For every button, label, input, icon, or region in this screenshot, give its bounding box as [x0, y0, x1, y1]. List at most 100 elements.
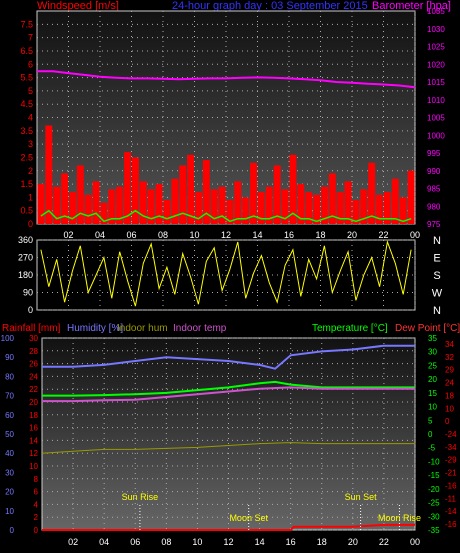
baro-tick-label: 1005: [427, 114, 445, 123]
dew-tick-label: -11: [445, 494, 457, 503]
dew-tick-label: -29: [445, 456, 457, 465]
dew-tick-label: 24: [445, 379, 454, 388]
wind-bar: [265, 186, 273, 224]
compass-letter: N: [433, 305, 441, 317]
temp-x-tick: 04: [99, 537, 109, 547]
wind-bar: [297, 184, 305, 224]
wind-bar: [242, 197, 250, 224]
rain-tick-label: 16: [29, 424, 38, 433]
dew-tick-label: 34: [445, 340, 454, 349]
baro-tick-label: 1025: [427, 43, 445, 52]
barometer-line: [37, 70, 416, 89]
event-label: Sun Set: [345, 492, 378, 502]
series-line-temperature: [42, 380, 415, 397]
wind-bar: [258, 192, 265, 224]
humidity-tick-label: 60: [5, 411, 14, 420]
event-label: Moon Rise: [378, 513, 421, 523]
compass-letter: N: [433, 235, 441, 247]
temp-tick-label: 30: [428, 348, 437, 357]
wind-bar: [407, 170, 415, 224]
rain-tick-label: 22: [29, 385, 38, 394]
direction-line: [40, 239, 412, 307]
wind-tick-label: 5.5: [20, 73, 33, 83]
dew-tick-label: -16: [445, 520, 457, 529]
rain-tick-label: 28: [29, 347, 38, 356]
direction-tick-label: 180: [18, 270, 33, 280]
temp-tick-label: 5: [428, 416, 433, 425]
dew-y-ticks: 34 32 29 24 18 10 0 -24 -34 -29 -21 -16 -11 -14 -16: [445, 340, 457, 529]
wind-tick-label: 0: [28, 219, 33, 229]
wind-bar: [195, 192, 202, 224]
wind-bar: [100, 202, 108, 224]
wind-x-tick: 16: [284, 230, 294, 240]
dew-tick-label: -16: [445, 481, 457, 490]
temp-x-tick: 06: [130, 537, 140, 547]
compass-letter: S: [433, 270, 440, 282]
humidity-tick-label: 40: [5, 449, 14, 458]
direction-line: [40, 239, 412, 307]
temp-axis-title: Temperature [°C]: [312, 323, 388, 334]
wind-tick-label: 7: [28, 33, 33, 43]
rain-tick-label: 0: [34, 526, 39, 535]
series-line-rainfall: [42, 523, 415, 531]
wind-tick-label: 4.5: [20, 99, 33, 109]
temp-x-tick: 02: [68, 537, 78, 547]
wind-bar: [218, 186, 226, 224]
wind-bar: [37, 184, 45, 224]
wind-bar: [368, 162, 376, 224]
wind-bar: [305, 192, 313, 224]
temp-tick-label: 25: [428, 361, 437, 370]
baro-tick-label: 1020: [427, 60, 445, 69]
direction-tick-label: 270: [18, 253, 33, 263]
wind-bar: [360, 189, 368, 224]
humidity-tick-label: 100: [1, 334, 15, 343]
wind-x-ticks: 02 04 06 08 10 12 14 16 18 20 22 00: [63, 230, 420, 240]
rain-tick-label: 2: [34, 513, 39, 522]
temp-tick-label: 15: [428, 389, 437, 398]
wind-bar: [116, 186, 124, 224]
wind-bar: [289, 154, 297, 224]
temp-x-tick: 12: [223, 537, 233, 547]
wind-y-ticks: 0 0.5 1 1.5 2 2.5 3 3.5 4 4.5 5 5.5 6 6.5 7 7.5: [20, 19, 33, 229]
compass-letter: W: [432, 288, 443, 300]
baro-tick-label: 995: [427, 149, 441, 158]
wind-tick-label: 4: [28, 113, 33, 123]
direction-y-ticks: 0 90 180 270 360: [18, 235, 33, 315]
wind-bar: [313, 194, 320, 224]
wind-bar: [321, 186, 328, 224]
temp-tick-label: -25: [428, 499, 440, 508]
wind-bars: [37, 125, 415, 224]
wind-x-tick: 08: [158, 230, 168, 240]
baro-tick-label: 1010: [427, 96, 445, 105]
temp-lines: [41, 344, 415, 531]
baro-axis-title: Barometer [hpa]: [372, 0, 451, 12]
event-label: Sun Rise: [122, 492, 159, 502]
wind-x-tick: 00: [410, 230, 420, 240]
wind-bar: [132, 157, 139, 224]
rain-tick-label: 30: [29, 334, 38, 343]
wind-tick-label: 7.5: [20, 19, 33, 29]
wind-tick-label: 3: [28, 139, 33, 149]
temp-tick-label: 20: [428, 375, 437, 384]
temp-x-tick: 22: [379, 537, 389, 547]
temp-tick-label: -30: [428, 512, 440, 521]
wind-bar: [250, 162, 257, 224]
wind-bar: [61, 173, 68, 224]
rain-tick-label: 26: [29, 360, 38, 369]
rain-tick-label: 20: [29, 398, 38, 407]
wind-bar: [391, 178, 399, 224]
wind-bar: [171, 178, 179, 224]
rain-tick-label: 24: [29, 372, 38, 381]
temp-tick-label: -10: [428, 457, 440, 466]
direction-tick-label: 90: [23, 288, 33, 298]
baro-tick-label: 1035: [427, 7, 445, 16]
dew-tick-label: -34: [445, 443, 457, 452]
temp-x-tick: 00: [410, 537, 420, 547]
wind-x-tick: 18: [315, 230, 325, 240]
direction-tick-label: 360: [18, 235, 33, 245]
wind-x-tick: 02: [63, 230, 73, 240]
rain-tick-label: 6: [34, 488, 39, 497]
humidity-tick-label: 20: [5, 488, 14, 497]
wind-x-tick: 22: [378, 230, 388, 240]
